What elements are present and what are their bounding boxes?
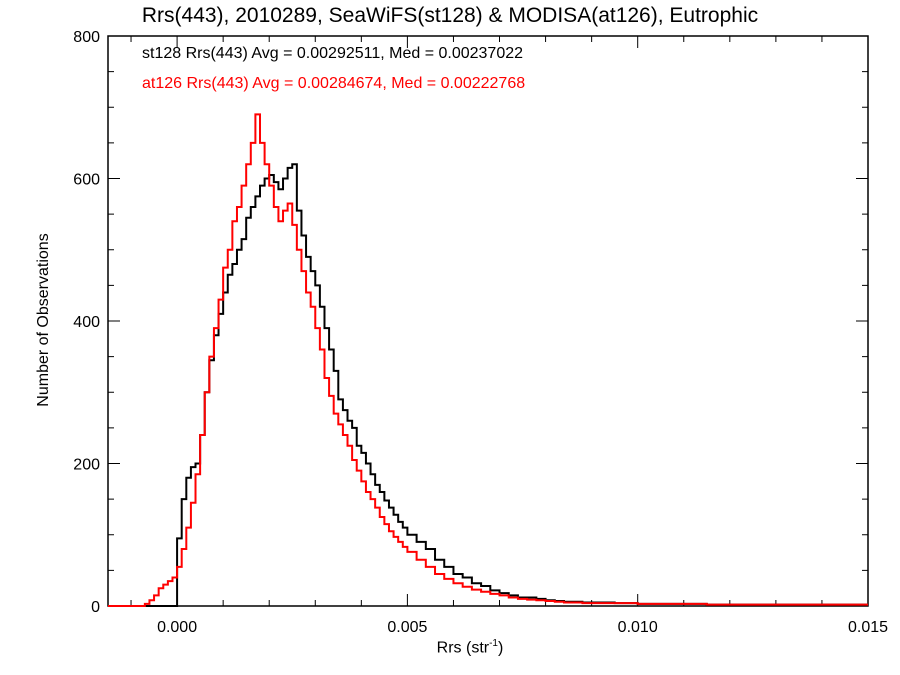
series-line-0 bbox=[108, 163, 868, 607]
plot-frame bbox=[107, 35, 869, 607]
stat-annotation-at126: at126 Rrs(443) Avg = 0.00284674, Med = 0… bbox=[142, 75, 526, 92]
x-axis-label-close: ) bbox=[498, 639, 504, 657]
x-axis-label: Rrs (str-1) bbox=[0, 638, 900, 657]
chart-title: Rrs(443), 2010289, SeaWiFS(st128) & MODI… bbox=[141, 4, 759, 27]
x-tick-label: 0.005 bbox=[387, 619, 427, 636]
x-tick-label: 0.015 bbox=[848, 619, 888, 636]
y-tick-label: 400 bbox=[73, 314, 100, 331]
y-tick-label: 800 bbox=[73, 29, 100, 46]
y-tick-label: 0 bbox=[91, 599, 100, 616]
y-axis-label: Number of Observations bbox=[35, 233, 52, 407]
y-tick-label: 600 bbox=[73, 172, 100, 189]
x-axis-label-text: Rrs (str bbox=[436, 639, 490, 657]
x-tick-label: 0.000 bbox=[157, 619, 197, 636]
stat-annotation-st128: st128 Rrs(443) Avg = 0.00292511, Med = 0… bbox=[142, 45, 524, 62]
x-tick-label: 0.010 bbox=[618, 619, 658, 636]
y-tick-label: 200 bbox=[73, 457, 100, 474]
x-axis-label-exponent: -1 bbox=[489, 638, 498, 649]
series-line-1 bbox=[108, 113, 868, 607]
